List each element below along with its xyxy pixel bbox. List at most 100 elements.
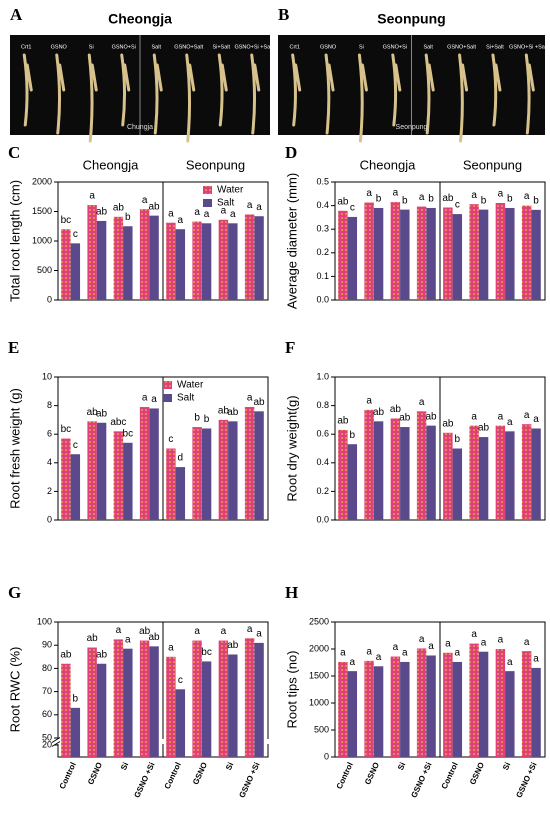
significance-letter: ab [478,423,490,434]
bar [113,216,124,300]
significance-letter: b [402,195,408,206]
bar [149,408,159,520]
root [185,53,196,143]
x-tick-label: Control [335,761,355,791]
bar [96,422,107,520]
axis-break-gap [52,739,270,744]
y-tick-label: 2000 [32,176,52,186]
significance-letter: a [498,635,504,646]
significance-letter: ab [218,406,230,417]
significance-letter: a [507,657,513,668]
y-tick-label: 60 [42,709,52,719]
x-tick-label: Si [501,761,512,772]
legend-label: Water [177,380,204,391]
bar [452,214,463,300]
bar [426,425,436,520]
significance-letter: a [178,215,184,226]
bar [531,209,541,300]
significance-letter: a [366,188,372,199]
significance-letter: a [116,625,122,636]
significance-letter: a [524,410,530,421]
root [324,53,335,135]
bar [87,647,97,757]
bar [192,427,202,520]
bar [218,419,229,520]
significance-letter: a [533,654,539,665]
significance-letter: ab [373,407,385,418]
y-tick-label: 0.2 [316,247,329,257]
bar [400,661,410,757]
legend-swatch [203,199,212,207]
bar [70,707,81,757]
bar [201,661,212,757]
root [491,53,502,127]
significance-letter: a [256,202,262,213]
bar [505,431,515,520]
significance-letter: a [194,626,200,637]
significance-letter: ab [337,416,349,427]
bar [400,209,410,300]
y-axis-label: Root fresh weight (g) [7,388,22,509]
bar [478,651,489,757]
significance-letter: ab [96,649,108,660]
significance-letter: b [481,195,487,206]
bar [87,205,97,300]
bar [443,207,453,300]
significance-letter: a [402,648,408,659]
bar [531,428,541,520]
x-tick-label: GSNO +Si [237,761,261,799]
y-axis-label: Total root length (cm) [7,180,22,302]
significance-letter: ab [96,207,108,218]
y-tick-label: 0.4 [316,200,329,210]
y-tick-label: 80 [42,663,52,673]
bar [495,203,506,300]
significance-letter: a [366,396,372,407]
bar [416,206,427,300]
bar [495,649,506,757]
bar [254,216,264,300]
bar [347,444,358,520]
bar [469,204,479,300]
significance-letter: a [376,652,382,663]
significance-letter: ab [139,626,151,637]
significance-letter: a [507,417,513,428]
significance-letter: c [455,200,460,211]
photo-label: Si+Salt [486,44,504,50]
bar [123,226,133,300]
root [291,53,302,127]
significance-letter: a [419,397,425,408]
y-axis-label: Root RWC (%) [7,647,22,733]
bar [469,643,479,757]
y-tick-label: 8 [47,400,52,410]
photo-label: GSNO+Si [112,44,136,50]
significance-letter: b [533,195,539,206]
significance-letter: bc [61,424,72,435]
bar [452,448,463,520]
bar [426,207,436,300]
y-tick-label: 50 [42,732,52,742]
bar [254,411,264,520]
photo-label: Si [359,44,364,50]
photo-label: GSNO+Si [383,44,407,50]
significance-letter: a [455,648,461,659]
bar [175,467,186,520]
root [152,53,163,135]
group-title: Cheongja [360,157,416,172]
bar [521,651,532,757]
y-tick-label: 500 [37,265,52,275]
bar [347,671,358,757]
bar [338,661,348,757]
significance-letter: a [533,414,539,425]
photo-label: GSNO+Si +Salt [234,44,273,50]
photo-label: Crt1 [21,44,31,50]
bar [149,215,159,300]
significance-letter: bc [201,647,212,658]
y-tick-label: 70 [42,686,52,696]
bar [469,425,479,520]
y-tick-label: 1000 [309,697,329,707]
bar [347,216,358,300]
significance-letter: c [178,675,183,686]
photo-caption: Chungja [127,124,153,131]
y-axis-label: Average diameter (mm) [284,173,299,309]
significance-letter: a [194,207,200,218]
